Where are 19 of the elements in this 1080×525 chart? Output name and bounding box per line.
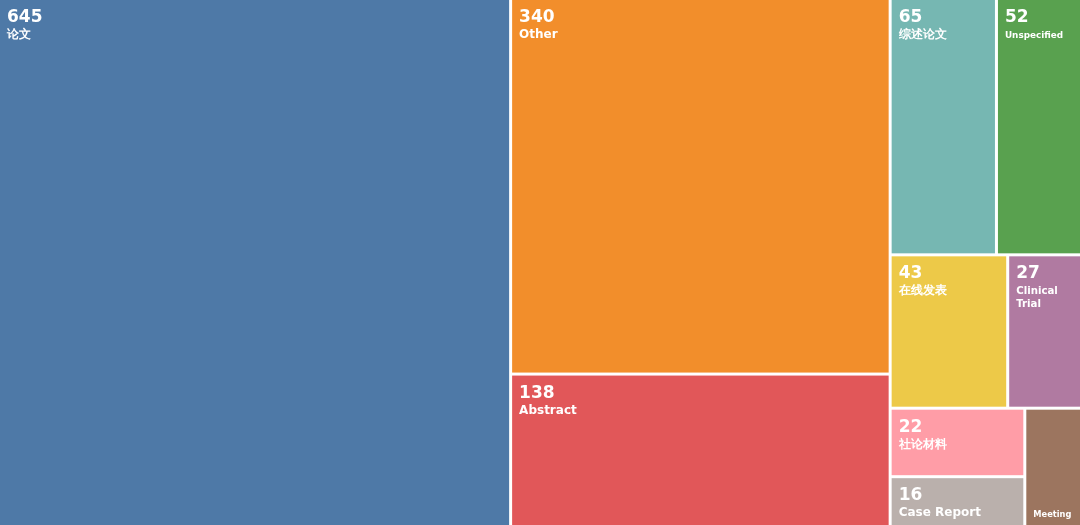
category-label: 论文 [6,27,31,41]
data-label: 22 [898,415,923,436]
data-label: 645 [7,6,43,26]
category-label: Unspecified [1004,30,1064,40]
data-label: 52 [1004,6,1029,26]
data-label: 43 [898,262,923,283]
data-label: 138 [519,381,555,402]
category-label: 在线发表 [897,283,948,298]
category-label: 综述论文 [897,27,947,41]
data-label: 65 [898,6,923,26]
data-label: 27 [1016,262,1040,283]
data-label: 340 [519,6,555,26]
data-label: 16 [898,484,923,505]
category-label: Case Report [898,505,982,520]
category-label: Abstract [519,402,578,417]
category-label: 社论材料 [897,436,947,451]
category-label: Other [519,27,558,41]
category-label: Meeting [1033,509,1072,519]
category-label: Clinical Trial [1016,285,1058,309]
